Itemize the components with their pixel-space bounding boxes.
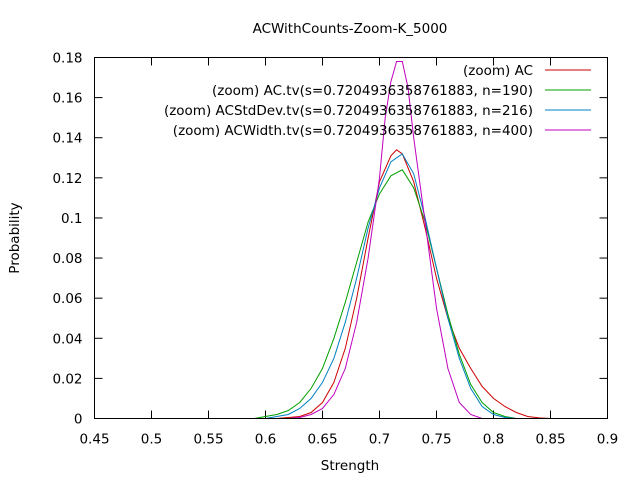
- x-tick-label: 0.5: [141, 432, 162, 448]
- x-tick-label: 0.75: [421, 432, 451, 448]
- legend-label: (zoom) ACWidth.tv(s=0.7204936358761883, …: [173, 123, 533, 139]
- plot-series: [254, 61, 562, 419]
- x-tick-label: 0.85: [535, 432, 565, 448]
- series-line-1: [254, 149, 562, 419]
- x-tick-label: 0.65: [307, 432, 337, 448]
- x-tick-label: 0.8: [483, 432, 504, 448]
- x-tick-label: 0.6: [255, 432, 276, 448]
- y-tick-label: 0.08: [52, 251, 82, 267]
- y-tick-label: 0.12: [52, 171, 82, 187]
- series-line-4: [288, 61, 483, 419]
- legend-label: (zoom) AC: [463, 63, 533, 79]
- x-tick-label: 0.45: [79, 432, 109, 448]
- x-tick-label: 0.55: [193, 432, 223, 448]
- y-tick-label: 0.06: [52, 291, 82, 307]
- y-tick-label: 0.18: [52, 51, 82, 67]
- series-line-3: [254, 153, 517, 419]
- y-tick-label: 0.16: [52, 91, 82, 107]
- x-tick-label: 0.9: [597, 432, 618, 448]
- legend: (zoom) AC (zoom) AC.tv(s=0.72049363587618…: [164, 63, 591, 139]
- y-axis-label: Probability: [7, 202, 23, 273]
- x-axis-label: Strength: [321, 458, 379, 474]
- x-tick-label: 0.7: [369, 432, 390, 448]
- plot-frame: [94, 57, 608, 419]
- legend-label: (zoom) AC.tv(s=0.7204936358761883, n=190…: [212, 83, 533, 99]
- legend-label: (zoom) ACStdDev.tv(s=0.7204936358761883,…: [164, 103, 533, 119]
- series-line-2: [254, 169, 517, 419]
- y-tick-label: 0.02: [52, 371, 82, 387]
- y-tick-label: 0.14: [52, 131, 82, 147]
- axis-ticks: 0.45 0.5 0.55 0.6 0.65 0.7 0.75 0.8 0.85 0.9 0 0.02…: [52, 51, 618, 448]
- y-tick-label: 0: [74, 412, 83, 428]
- y-tick-label: 0.04: [52, 331, 82, 347]
- chart-title: ACWithCounts-Zoom-K_5000: [253, 21, 448, 37]
- y-tick-label: 0.1: [61, 211, 82, 227]
